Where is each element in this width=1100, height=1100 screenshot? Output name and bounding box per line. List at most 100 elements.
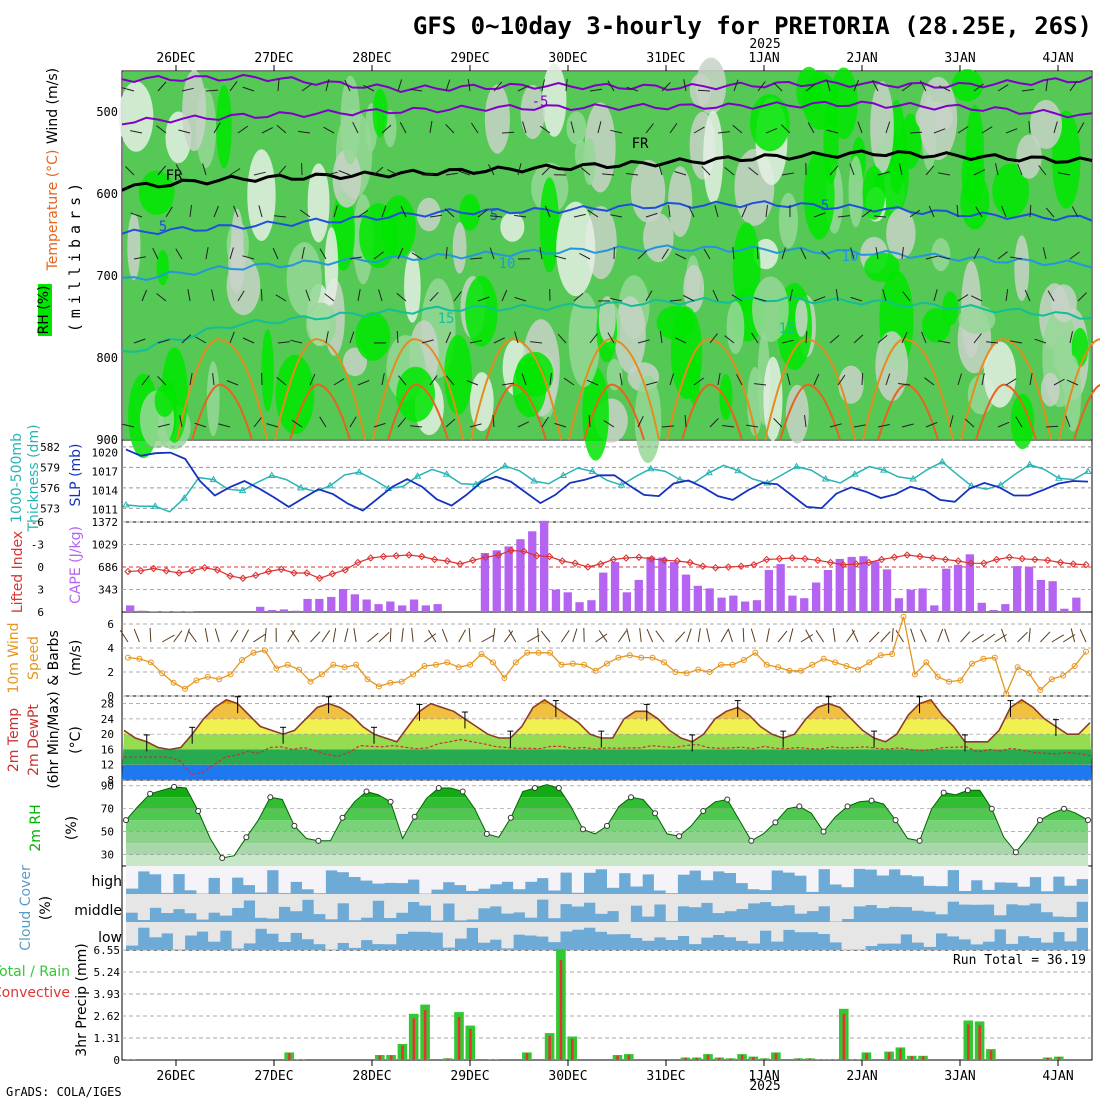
cape-bar — [930, 605, 939, 612]
wind10m-barb — [639, 628, 642, 643]
precip-conv-bar — [989, 1050, 993, 1060]
wind-barb — [765, 205, 768, 218]
wind10m-barb — [264, 628, 267, 643]
wind-barb — [258, 205, 263, 218]
rh-marker — [195, 808, 202, 814]
top-date-label: 28DEC — [352, 51, 391, 66]
rh-patch — [469, 372, 494, 432]
wind-barb — [1010, 340, 1023, 344]
wind-barb — [1034, 338, 1047, 344]
wind-speed-marker — [672, 669, 679, 675]
wind10m-barb — [508, 629, 517, 643]
cape-bar — [1036, 579, 1045, 612]
wind-barb — [661, 248, 669, 260]
cape-bar — [752, 600, 762, 612]
time-axes: 26DEC 26DEC 27DEC 27DEC 28DEC 28DEC 29DEC 29DEC… — [156, 51, 1073, 1084]
rh-marker — [363, 788, 370, 795]
wind-barb — [530, 341, 543, 344]
wind-speed-marker — [170, 679, 177, 686]
pressure-tick-label: 600 — [96, 187, 118, 201]
cloud-cell — [595, 866, 608, 870]
li-marker — [418, 552, 426, 561]
isotherm-20 — [862, 338, 954, 441]
cloud-cell — [513, 866, 526, 890]
wind-speed-marker — [695, 666, 702, 673]
rh-patch — [286, 242, 322, 316]
li-marker — [954, 557, 962, 565]
cloud-cell — [548, 894, 561, 919]
wind-barb — [517, 85, 530, 92]
cloud-cell — [618, 922, 631, 935]
cape-bar — [977, 602, 986, 612]
isotherm-line — [121, 295, 1093, 353]
cloud-cell — [747, 922, 760, 944]
wind10m-barb — [424, 633, 437, 643]
cloud-cell — [384, 866, 397, 883]
wind-barb — [237, 290, 245, 302]
isotherm-line — [121, 244, 1093, 282]
li-marker — [609, 555, 618, 564]
precip-conv-bar — [559, 960, 563, 1060]
cloud-cell — [982, 922, 995, 942]
rh-marker — [916, 837, 923, 844]
li-marker — [826, 558, 835, 567]
wind-barb — [901, 83, 913, 92]
rh-marker — [940, 789, 947, 796]
wind10m-barb — [1051, 634, 1065, 643]
cloud-cell — [219, 922, 233, 931]
thickness-marker — [880, 466, 888, 473]
li-marker — [1082, 561, 1090, 569]
wind-barb — [626, 86, 639, 92]
li-marker — [239, 574, 247, 582]
wind-barb — [272, 247, 279, 260]
wind10m-barb — [706, 628, 711, 643]
cloud-cell — [442, 922, 455, 948]
stability-panel: -6 -3 0 3 6 343 686 1029 1372 — [31, 516, 1092, 619]
wind-barb — [861, 372, 864, 386]
rh-patch — [683, 264, 705, 313]
p6-label-a: 2m RH — [28, 804, 44, 851]
cape-bar — [1072, 597, 1081, 612]
li-marker — [1031, 555, 1039, 564]
temp-band — [122, 699, 1092, 704]
wind-barb — [637, 415, 644, 428]
wind10m-barb — [868, 631, 880, 643]
rh-marker — [724, 796, 731, 803]
wind-barb — [724, 335, 735, 344]
thickness-marker — [850, 470, 859, 477]
wind-barb — [829, 165, 839, 176]
wind-barb — [319, 416, 327, 428]
wind-speed-marker — [718, 661, 724, 668]
cloud-cell — [653, 866, 667, 891]
wind-speed-marker — [615, 654, 622, 661]
wind-barb — [1015, 416, 1023, 428]
rh-fill-bands — [126, 784, 1088, 866]
precip-conv-bar — [797, 1058, 800, 1060]
cape-bar — [859, 556, 868, 612]
wind10m-barb — [230, 629, 239, 643]
wind-barb — [669, 299, 682, 302]
wind-barb — [925, 255, 938, 260]
cape-bar — [149, 611, 158, 612]
rh-patch — [951, 69, 983, 102]
wind-speed-marker — [775, 664, 782, 671]
wind-barb — [773, 82, 783, 92]
rh-patch — [515, 351, 554, 397]
wind-barb — [501, 382, 514, 386]
wind10m-barb — [503, 630, 514, 643]
wind-barb — [1017, 163, 1023, 176]
thickness-marker — [413, 472, 422, 479]
wind10m-barb — [537, 627, 540, 643]
wind-barb — [573, 213, 586, 218]
cloud-cell — [231, 922, 244, 949]
isotherm-label: 5 — [821, 198, 829, 214]
wind-barb — [773, 418, 783, 428]
wind-barb — [122, 423, 135, 428]
p7-label-a: Cloud Cover — [18, 865, 34, 951]
cloud-cell — [829, 866, 843, 885]
run-total: Run Total = 36.19 — [953, 953, 1086, 968]
wind-barb — [610, 297, 623, 302]
wind10m-barb — [777, 630, 788, 643]
cloud-cell — [841, 922, 854, 950]
wind-barb — [501, 131, 515, 134]
